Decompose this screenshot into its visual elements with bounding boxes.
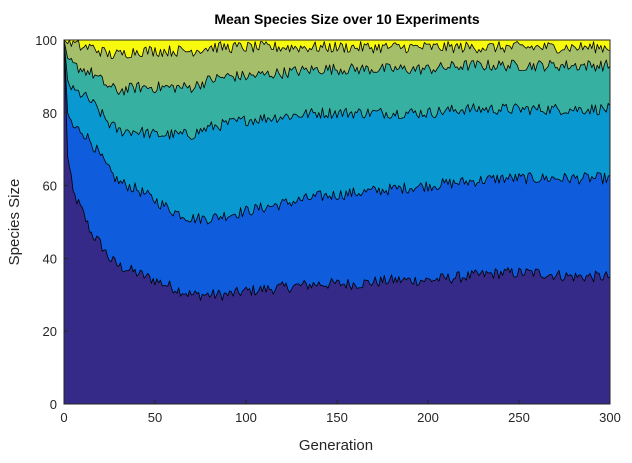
y-tick-label: 80 bbox=[43, 106, 57, 121]
y-tick-label: 0 bbox=[50, 397, 57, 412]
x-tick-label: 50 bbox=[148, 410, 162, 425]
y-tick-label: 60 bbox=[43, 179, 57, 194]
x-tick-label: 300 bbox=[599, 410, 621, 425]
chart-title: Mean Species Size over 10 Experiments bbox=[214, 11, 480, 27]
y-tick-label: 20 bbox=[43, 324, 57, 339]
x-axis-ticks: 0 50 100 150 200 250 300 bbox=[60, 400, 621, 425]
y-axis-ticks: 0 20 40 60 80 100 bbox=[35, 33, 68, 412]
y-tick-label: 100 bbox=[35, 33, 57, 48]
x-tick-label: 0 bbox=[60, 410, 67, 425]
y-axis-label: Species Size bbox=[6, 179, 23, 266]
x-tick-label: 100 bbox=[235, 410, 257, 425]
x-tick-label: 250 bbox=[508, 410, 530, 425]
x-tick-label: 150 bbox=[326, 410, 348, 425]
x-tick-label: 200 bbox=[417, 410, 439, 425]
area-series-1 bbox=[63, 39, 611, 405]
plot-areas bbox=[63, 39, 611, 405]
x-axis-label: Generation bbox=[299, 437, 373, 454]
y-tick-label: 40 bbox=[43, 251, 57, 266]
